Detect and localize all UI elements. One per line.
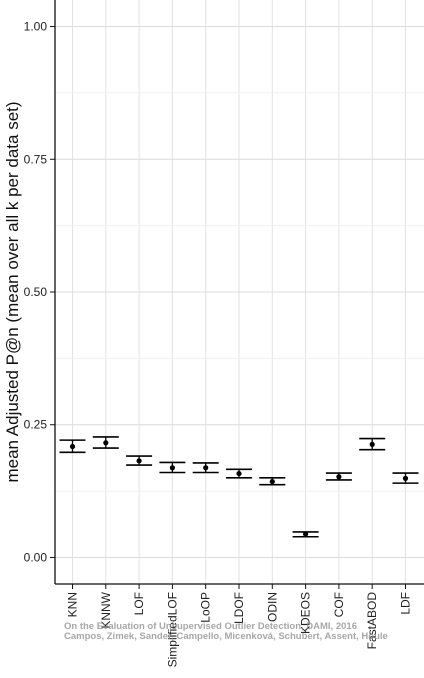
data-point [236, 471, 241, 476]
y-tick-label: 0.75 [24, 152, 48, 166]
data-point [103, 440, 108, 445]
watermark: On the Evaluation of Unsupervised Outlie… [64, 621, 388, 642]
data-point [170, 465, 175, 470]
y-tick-label: 0.00 [24, 550, 48, 564]
data-point [270, 479, 275, 484]
data-point [303, 531, 308, 536]
data-point [403, 476, 408, 481]
data-point [336, 474, 341, 479]
x-tick-label: KNN [66, 592, 80, 617]
watermark-line: Campos, Zimek, Sander, Campello, Micenko… [64, 631, 388, 642]
x-tick-label: LDOF [232, 592, 246, 624]
x-tick-label: COF [332, 592, 346, 617]
x-tick-label: ODIN [265, 592, 279, 622]
y-tick-label: 1.00 [24, 20, 48, 34]
x-tick-label: LoOP [199, 592, 213, 623]
data-point [70, 444, 75, 449]
x-tick-label: LOF [132, 592, 146, 615]
data-point [137, 458, 142, 463]
data-point [370, 442, 375, 447]
y-tick-label: 0.50 [24, 285, 48, 299]
y-tick-label: 0.25 [24, 418, 48, 432]
x-tick-label: LDF [399, 592, 413, 615]
y-axis-label: mean Adjusted P@n (mean over all k per d… [3, 101, 22, 482]
data-point [203, 465, 208, 470]
